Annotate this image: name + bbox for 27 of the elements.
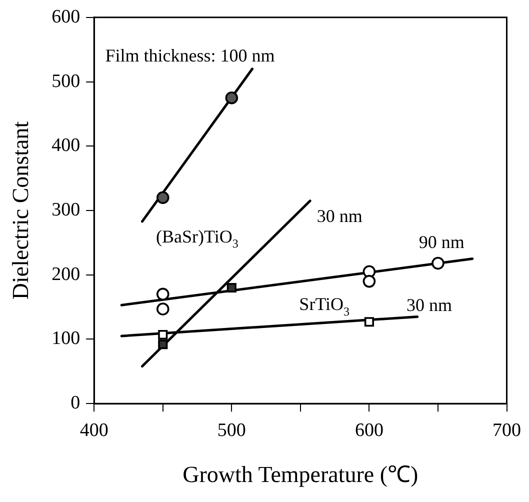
annotation: 90 nm [418, 232, 464, 252]
y-tick-label: 400 [52, 135, 80, 156]
point [225, 91, 238, 104]
point [158, 340, 168, 350]
annotation: 30 nm [406, 295, 452, 316]
y-tick-label: 500 [52, 70, 80, 92]
point [364, 317, 374, 327]
x-tick-label: 600 [354, 420, 384, 441]
y-tick-label: 600 [52, 6, 80, 28]
y-axis-title: Dielectric Constant [8, 120, 33, 300]
point [156, 288, 170, 301]
y-tick-label: 0 [70, 392, 80, 414]
point [362, 274, 376, 288]
x-tick-label: 700 [492, 420, 521, 441]
annotation: Film thickness: 100 nm [105, 46, 275, 66]
y-tick-label: 100 [52, 328, 80, 350]
y-tick-label: 300 [52, 199, 80, 220]
point [158, 330, 168, 340]
x-tick-label: 400 [80, 420, 108, 441]
point [226, 282, 236, 293]
y-tick-label: 200 [52, 264, 80, 285]
point [432, 256, 444, 270]
point [156, 302, 170, 316]
point [156, 191, 170, 204]
annotation: 30 nm [316, 206, 362, 226]
x-axis-title: Growth Temperature (℃) [182, 462, 418, 488]
x-tick-label: 500 [217, 420, 246, 441]
